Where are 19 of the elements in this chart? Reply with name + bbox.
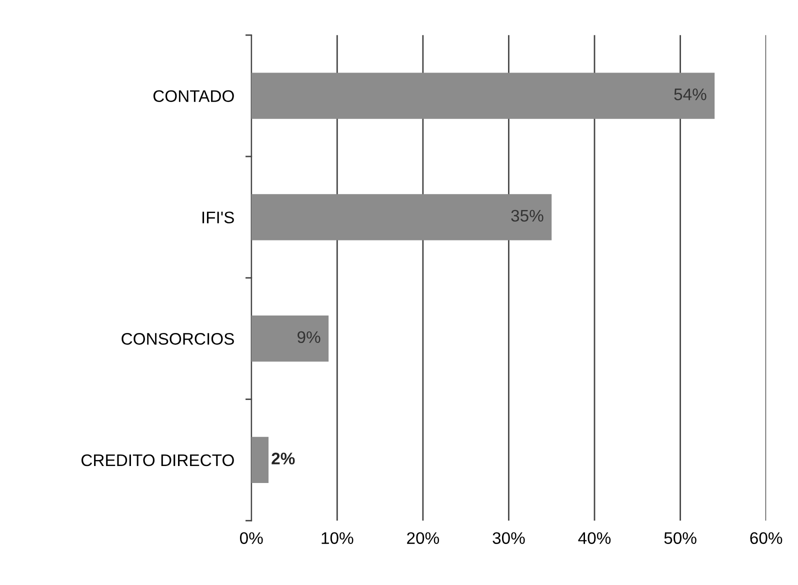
bar [251,316,329,362]
y-tick-label: IFI'S [202,212,234,224]
bar [251,194,552,240]
data-label: 54% [674,88,706,100]
data-label: 9% [298,331,320,344]
x-tick-label: 0% [240,532,263,544]
y-tick-label: CONTADO [153,90,234,102]
x-tick-label: 10% [322,532,354,544]
x-tick-label: 20% [407,532,440,544]
bar [251,436,269,484]
data-label: 2% [272,452,295,464]
bar [251,72,715,119]
x-tick-label: 60% [750,532,782,544]
x-tick-label: 50% [664,532,696,544]
y-tick-label: CREDITO DIRECTO [82,454,234,466]
data-label: 35% [511,210,544,222]
y-tick-label: CONSORCIOS [122,332,234,345]
x-tick-label: 30% [492,532,525,544]
x-tick-label: 40% [578,532,611,544]
